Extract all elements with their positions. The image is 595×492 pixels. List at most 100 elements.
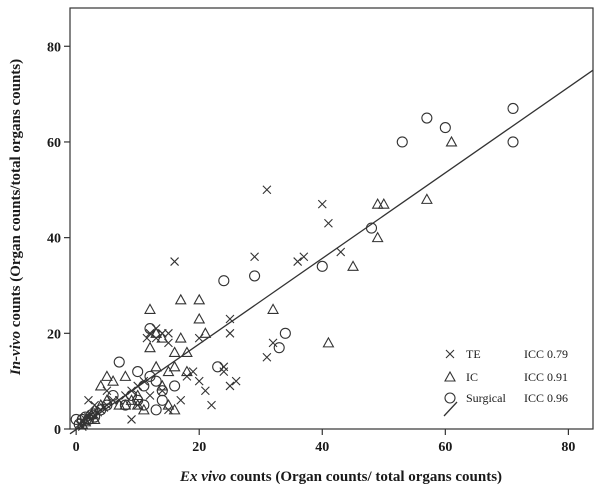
series-surgical [70,102,519,430]
data-point [113,356,125,368]
data-point [262,352,272,362]
data-point [144,341,156,353]
data-point [200,386,210,396]
data-point [371,198,384,209]
data-point [169,380,181,392]
x-tick-label: 20 [192,440,206,455]
data-point [127,415,136,424]
legend-icc: ICC 0.96 [524,391,568,405]
data-point [347,260,359,271]
data-point [249,270,261,282]
data-point [119,399,131,411]
fit-line [69,69,594,435]
x-tick-label: 60 [438,440,452,455]
data-point [219,367,229,376]
data-point [168,360,181,372]
legend-label: IC [466,370,478,384]
y-tick-label: 60 [47,136,61,151]
data-point [168,346,181,358]
data-point [156,394,168,406]
fit-line-group [69,69,594,435]
legend-label: Surgical [466,391,506,405]
data-point [79,411,91,423]
data-point [170,257,179,266]
legend-marker [444,370,456,382]
data-point [150,404,162,416]
data-point [150,327,163,338]
data-point [225,314,235,324]
data-point [107,389,119,402]
data-point [107,375,120,386]
data-point [316,260,328,272]
data-point [188,367,198,376]
series-te [74,185,346,431]
data-point [322,336,335,348]
data-point [151,333,161,343]
data-point [162,398,175,410]
data-point [377,198,390,209]
data-point [174,331,187,343]
data-point [164,328,173,338]
data-point [84,395,93,405]
data-point [142,333,152,343]
data-point [180,365,193,377]
data-point [144,370,156,382]
x-tick-label: 0 [73,440,80,455]
data-point [219,362,229,372]
data-point [138,399,150,411]
y-tick-label: 80 [47,40,61,55]
data-point [180,346,193,358]
data-point [293,257,303,266]
x-tick-label: 80 [561,440,575,455]
data-point [150,360,163,372]
data-point [182,371,192,381]
data-point [439,122,451,134]
data-point [336,247,346,257]
data-point [507,102,519,115]
data-point [100,394,113,405]
data-point [76,413,88,425]
data-point [193,293,206,305]
data-point [164,405,173,415]
data-points [70,102,519,431]
y-tick-label: 20 [47,327,61,342]
data-point [113,398,126,410]
y-tick-label: 0 [54,423,61,438]
data-point [174,293,187,305]
legend-icc: ICC 0.91 [524,370,568,384]
data-point [218,275,230,287]
data-point [94,379,107,391]
data-point [144,322,156,335]
y-axis-title: In-vivo counts (Organ counts/total organ… [8,59,24,376]
legend-icc: ICC 0.79 [524,347,568,361]
data-point [144,303,156,314]
data-point [225,328,235,338]
data-point [421,112,433,124]
data-point [145,391,155,400]
x-axis-title: Ex vivo counts (Organ counts/ total orga… [179,469,502,485]
data-point [262,185,272,195]
plot-frame [69,7,594,430]
data-point [268,338,278,348]
data-point [100,370,113,381]
y-tick-label: 40 [47,232,61,247]
data-point [176,395,186,405]
data-point [102,400,112,410]
data-point [194,376,204,386]
data-point [156,379,169,391]
data-point [156,385,168,397]
legend-marker [444,392,456,404]
legend-label: TE [466,347,481,361]
data-point [131,389,144,401]
data-point [324,218,333,228]
data-point [250,252,259,262]
data-point [507,136,519,148]
data-point [445,135,458,147]
legend: TE ICC 0.79 IC ICC 0.91 Surgical ICC 0.96 [443,347,568,417]
data-point [207,400,216,410]
series-ic [76,135,458,429]
data-point [132,366,144,378]
data-point [119,370,132,381]
data-point [273,342,285,354]
